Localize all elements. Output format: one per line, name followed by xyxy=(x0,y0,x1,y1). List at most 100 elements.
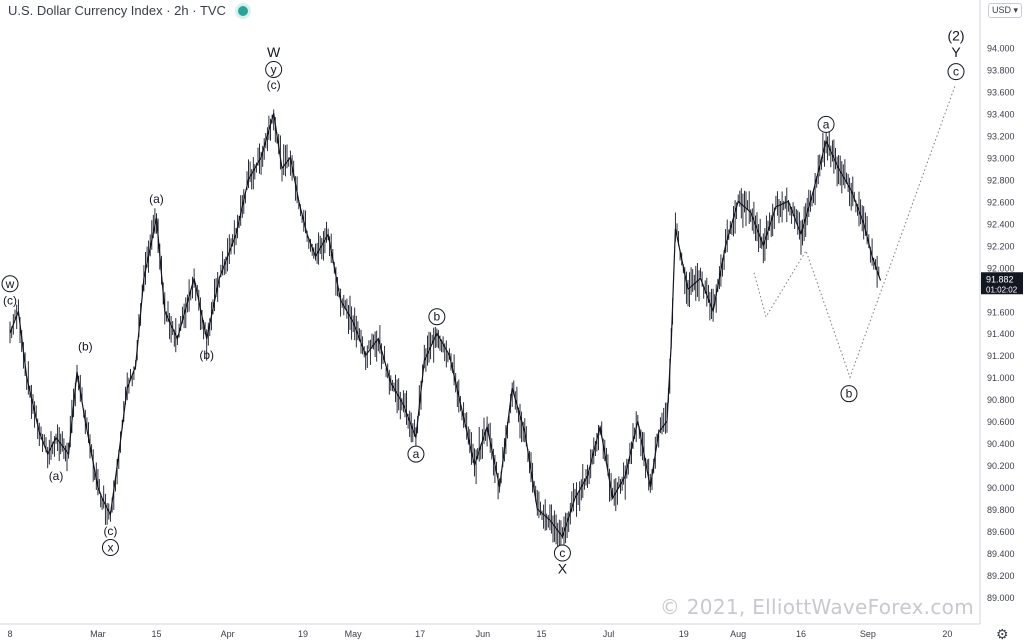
x-tick-label: Jun xyxy=(476,629,491,639)
y-tick-label: 91.600 xyxy=(987,307,1015,317)
y-tick-label: 94.000 xyxy=(987,43,1015,53)
x-tick-label: 19 xyxy=(679,629,689,639)
y-tick-label: 92.000 xyxy=(987,263,1015,273)
wave-label-text: a xyxy=(823,117,830,131)
x-axis: 8 Mar 15 Apr 19 May 17 Jun 15 Jul 19 Aug 16 Sep 20 xyxy=(0,623,980,639)
wave-label-text: a xyxy=(413,447,420,461)
wave-label: c xyxy=(553,544,571,562)
y-tick-label: 92.600 xyxy=(987,197,1015,207)
wave-label: X xyxy=(558,561,568,577)
x-tick-label: Aug xyxy=(730,629,746,639)
wave-label-text: (c) xyxy=(3,293,17,307)
wave-label-text: (a) xyxy=(49,469,64,483)
y-tick-label: 93.600 xyxy=(987,87,1015,97)
x-tick-label: May xyxy=(345,629,363,639)
wave-label-text: Y xyxy=(951,44,961,60)
y-tick-label: 89.000 xyxy=(987,593,1015,603)
currency-select[interactable]: USD ▾ xyxy=(988,3,1023,18)
wave-label: W xyxy=(267,44,281,60)
wave-label-circle xyxy=(428,308,446,326)
wave-label-circle xyxy=(817,115,835,133)
x-tick-label: Jul xyxy=(603,629,615,639)
x-tick-label: 17 xyxy=(415,629,425,639)
x-tick-label: 20 xyxy=(942,629,952,639)
y-tick-label: 90.600 xyxy=(987,417,1015,427)
y-tick-label: 90.200 xyxy=(987,461,1015,471)
wave-label-text: (b) xyxy=(78,339,93,353)
wave-label: y xyxy=(265,60,283,78)
wave-label-text: c xyxy=(953,65,959,79)
wave-label: w xyxy=(1,275,19,293)
wave-label-text: b xyxy=(846,387,853,401)
wave-label-circle xyxy=(1,275,19,293)
wave-label: b xyxy=(840,385,858,403)
chart-header: U.S. Dollar Currency Index · 2h · TVC xyxy=(8,3,248,18)
y-tick-label: 89.800 xyxy=(987,505,1015,515)
wave-label: (c) xyxy=(103,524,117,538)
wave-label: (c) xyxy=(267,78,281,92)
x-tick-label: 19 xyxy=(298,629,308,639)
wave-label-text: (b) xyxy=(199,348,214,362)
x-tick-label: 8 xyxy=(7,629,12,639)
wave-label: (2) xyxy=(947,27,964,43)
wave-label-text: (2) xyxy=(947,27,964,43)
x-tick-label: 15 xyxy=(151,629,161,639)
y-tick-label: 93.000 xyxy=(987,153,1015,163)
gear-icon[interactable]: ⚙ xyxy=(996,626,1009,642)
wave-label: a xyxy=(817,115,835,133)
y-tick-label: 92.800 xyxy=(987,175,1015,185)
y-tick-label: 90.000 xyxy=(987,483,1015,493)
price-tag-bg xyxy=(981,272,1023,295)
projection-line xyxy=(753,85,956,379)
price-series xyxy=(9,109,882,551)
wave-label-text: x xyxy=(107,541,113,555)
wave-label-text: c xyxy=(559,546,565,560)
wave-label: x xyxy=(101,539,119,557)
y-tick-label: 92.200 xyxy=(987,241,1015,251)
wave-label: (b) xyxy=(78,339,93,353)
x-tick-label: Mar xyxy=(90,629,106,639)
wave-label: b xyxy=(428,308,446,326)
price-tag-value: 91.882 xyxy=(986,274,1014,284)
wave-label-circle xyxy=(265,60,283,78)
wave-label-text: w xyxy=(5,277,15,291)
wave-label-text: (c) xyxy=(103,524,117,538)
x-tick-label: 15 xyxy=(536,629,546,639)
y-tick-label: 91.200 xyxy=(987,351,1015,361)
wave-label: (c) xyxy=(3,293,17,307)
wave-label-circle xyxy=(840,385,858,403)
price-tag-countdown: 01:02:02 xyxy=(986,285,1018,294)
wave-label: (a) xyxy=(49,469,64,483)
wave-label-text: y xyxy=(271,62,277,76)
y-tick-label: 92.400 xyxy=(987,219,1015,229)
symbol-title[interactable]: U.S. Dollar Currency Index · 2h · TVC xyxy=(8,3,226,18)
wave-label: a xyxy=(407,445,425,463)
projection-path xyxy=(753,85,956,379)
x-tick-label: Apr xyxy=(221,629,235,639)
watermark: © 2021, ElliottWaveForex.com xyxy=(659,595,974,619)
y-tick-label: 91.000 xyxy=(987,373,1015,383)
wave-label: (b) xyxy=(199,348,214,362)
wave-label-text: b xyxy=(434,310,441,324)
wave-label: Y xyxy=(951,44,961,60)
wave-label-text: (a) xyxy=(149,192,164,206)
y-tick-label: 93.400 xyxy=(987,109,1015,119)
wave-label-text: (c) xyxy=(267,78,281,92)
wave-label-circle xyxy=(947,63,965,81)
y-tick-label: 91.400 xyxy=(987,329,1015,339)
wave-label-circle xyxy=(101,539,119,557)
wave-label-circle xyxy=(553,544,571,562)
wave-label: (a) xyxy=(149,192,164,206)
y-tick-label: 89.200 xyxy=(987,571,1015,581)
y-tick-label: 89.600 xyxy=(987,527,1015,537)
market-status-icon xyxy=(237,5,248,16)
y-tick-label: 93.800 xyxy=(987,65,1015,75)
y-axis: 89.000 89.200 89.400 89.600 89.800 90.000 90.2… xyxy=(979,0,1015,624)
x-tick-label: Sep xyxy=(860,629,876,639)
y-tick-label: 93.200 xyxy=(987,131,1015,141)
wave-label-circle xyxy=(407,445,425,463)
y-tick-label: 90.800 xyxy=(987,395,1015,405)
